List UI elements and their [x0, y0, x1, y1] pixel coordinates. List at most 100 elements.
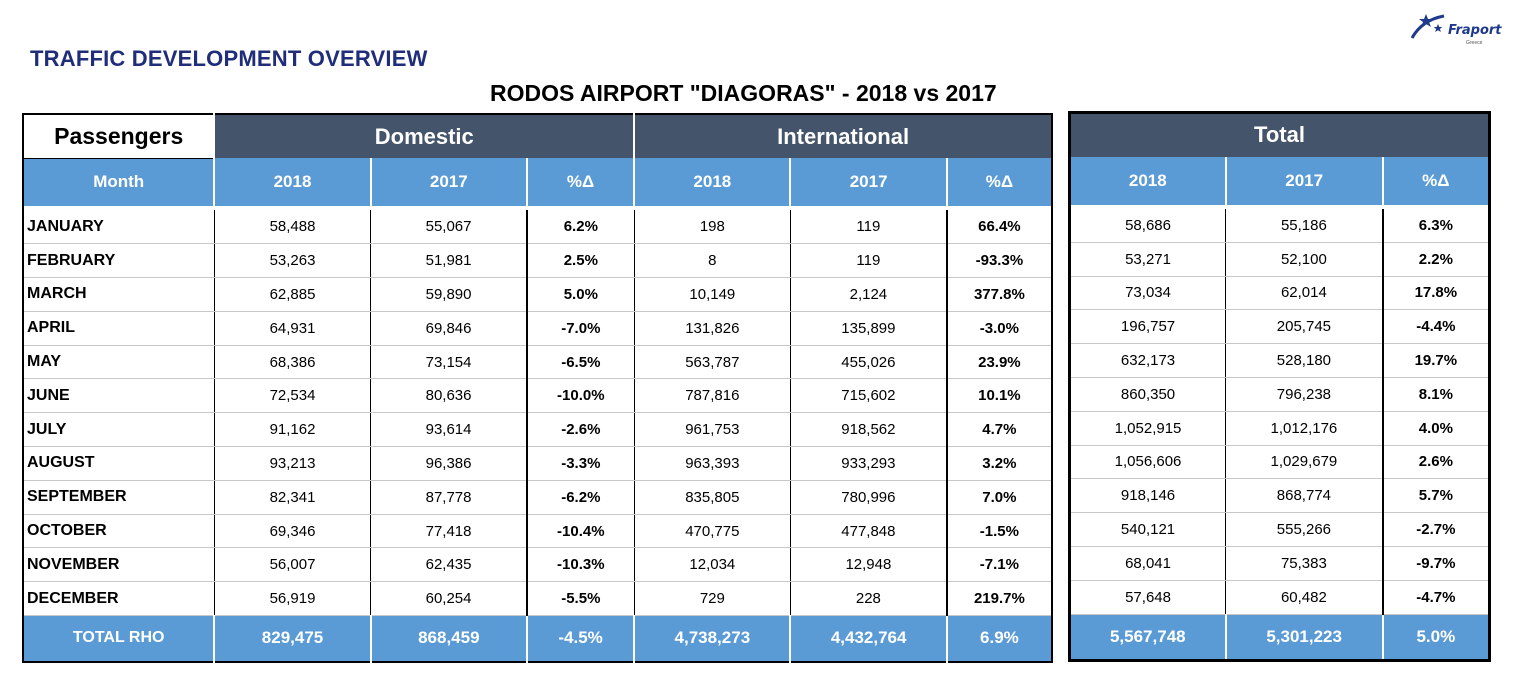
total-2018-cell: 58,686	[1069, 208, 1226, 243]
international-2017-cell: 715,602	[789, 378, 947, 414]
domestic-pct-cell: -3.3%	[525, 446, 635, 481]
total-2018-header: 2018	[1069, 156, 1226, 205]
total-pct-cell: 8.1%	[1381, 377, 1490, 412]
table-row: SEPTEMBER 82,341 87,778 -6.2% 835,805 780,996…	[23, 480, 1052, 515]
international-2017-cell: 119	[789, 243, 947, 279]
total-2017-cell: 55,186	[1225, 208, 1383, 243]
domestic-2018-cell: 56,007	[213, 547, 371, 583]
domestic-pct-cell: -5.5%	[525, 581, 635, 617]
international-pct-cell: 219.7%	[945, 581, 1052, 617]
table-row: 1,056,606 1,029,679 2.6%	[1069, 445, 1490, 480]
domestic-pct-cell: 5.0%	[525, 277, 635, 312]
domestic-2018-cell: 91,162	[213, 412, 371, 448]
table-row: 540,121 555,266 -2.7%	[1069, 512, 1490, 547]
international-2018-cell: 787,816	[633, 378, 791, 414]
international-pct-cell: 3.2%	[945, 446, 1052, 481]
month-label: NOVEMBER	[23, 547, 215, 583]
domestic-2017-cell: 59,890	[370, 277, 527, 312]
international-2018-cell: 470,775	[633, 514, 791, 549]
international-pct-cell: -1.5%	[945, 514, 1052, 549]
header-gap	[1069, 204, 1490, 209]
total-2018-cell: 196,757	[1069, 309, 1226, 345]
total-2017-cell: 555,266	[1225, 512, 1383, 547]
total-2017-cell: 205,745	[1225, 309, 1383, 345]
total-pct-cell: -2.7%	[1381, 512, 1490, 547]
international-2017-header: 2017	[789, 158, 947, 206]
total-pct-cell: 2.2%	[1381, 242, 1490, 277]
international-2018-cell: 8	[633, 243, 791, 279]
table-row: 860,350 796,238 8.1%	[1069, 377, 1490, 412]
domestic-2018-cell: 64,931	[213, 311, 371, 346]
total-international-2017: 4,432,764	[789, 615, 947, 662]
international-2018-cell: 12,034	[633, 547, 791, 583]
domestic-2017-cell: 60,254	[370, 581, 527, 617]
table-row: FEBRUARY 53,263 51,981 2.5% 8 119 -93.3%	[23, 243, 1052, 279]
total-domestic-2018: 829,475	[213, 615, 371, 662]
domestic-2018-cell: 93,213	[213, 446, 371, 481]
international-2017-cell: 228	[789, 581, 947, 617]
total-row-label: TOTAL RHO	[23, 615, 215, 662]
international-pct-cell: 4.7%	[945, 412, 1052, 448]
table-row: JANUARY 58,488 55,067 6.2% 198 119 66.4%	[23, 210, 1052, 245]
domestic-pct-cell: 2.5%	[525, 243, 635, 279]
international-2017-cell: 135,899	[789, 311, 947, 346]
total-2018-cell: 73,034	[1069, 276, 1226, 311]
month-label: MARCH	[23, 277, 215, 312]
total-2018-cell: 53,271	[1069, 242, 1226, 277]
total-2018-cell: 860,350	[1069, 377, 1226, 412]
domestic-pct-cell: -6.5%	[525, 345, 635, 380]
total-international-pct: 6.9%	[945, 615, 1052, 662]
total-2018-cell: 1,056,606	[1069, 445, 1226, 480]
domestic-2017-cell: 51,981	[370, 243, 527, 279]
domestic-pct-cell: 6.2%	[525, 210, 635, 245]
domestic-2018-header: 2018	[213, 158, 371, 206]
month-label: SEPTEMBER	[23, 480, 215, 515]
domestic-2017-header: 2017	[369, 158, 527, 206]
month-label: AUGUST	[23, 446, 215, 481]
international-2018-cell: 198	[633, 210, 791, 245]
table-row: MARCH 62,885 59,890 5.0% 10,149 2,124 377.8%	[23, 277, 1052, 312]
domestic-2018-cell: 69,346	[213, 514, 371, 549]
total-pct-cell: -9.7%	[1381, 546, 1490, 581]
total-2018-cell: 632,173	[1069, 343, 1226, 378]
domestic-2018-cell: 62,885	[213, 277, 371, 312]
table-row: 196,757 205,745 -4.4%	[1069, 309, 1490, 345]
international-2017-cell: 455,026	[789, 345, 947, 380]
domestic-2018-cell: 58,488	[213, 210, 371, 245]
total-domestic-2017: 868,459	[369, 615, 527, 662]
total-pct-cell: -4.7%	[1381, 580, 1490, 615]
international-2017-cell: 918,562	[789, 412, 947, 448]
international-pct-cell: 66.4%	[945, 210, 1052, 245]
total-pct-cell: 4.0%	[1381, 411, 1490, 446]
international-2018-header: 2018	[633, 158, 791, 206]
total-2017-cell: 528,180	[1225, 343, 1383, 378]
total-2017-cell: 1,012,176	[1225, 411, 1383, 446]
table-row: JUNE 72,534 80,636 -10.0% 787,816 715,602 10.1…	[23, 378, 1052, 414]
international-pct-cell: -3.0%	[945, 311, 1052, 346]
international-header: International	[633, 114, 1052, 158]
domestic-pct-cell: -10.0%	[525, 378, 635, 414]
domestic-header: Domestic	[213, 114, 635, 158]
international-2018-cell: 563,787	[633, 345, 791, 380]
domestic-pct-header: %Δ	[525, 158, 635, 206]
domestic-2018-cell: 56,919	[213, 581, 371, 617]
total-pct-cell: -4.4%	[1381, 309, 1490, 345]
month-label: JANUARY	[23, 210, 215, 245]
domestic-2017-cell: 55,067	[370, 210, 527, 245]
international-pct-cell: 23.9%	[945, 345, 1052, 380]
international-pct-cell: 377.8%	[945, 277, 1052, 312]
total-2017-cell: 796,238	[1225, 377, 1383, 412]
month-label: MAY	[23, 345, 215, 380]
table-row: AUGUST 93,213 96,386 -3.3% 963,393 933,293 3.2…	[23, 446, 1052, 481]
table-row: DECEMBER 56,919 60,254 -5.5% 729 228 219.7%	[23, 581, 1052, 617]
month-label: JUNE	[23, 378, 215, 414]
international-2018-cell: 963,393	[633, 446, 791, 481]
international-pct-header: %Δ	[945, 158, 1052, 206]
domestic-2018-cell: 82,341	[213, 480, 371, 515]
international-2017-cell: 780,996	[789, 480, 947, 515]
international-2018-cell: 729	[633, 581, 791, 617]
total-2017-cell: 868,774	[1225, 478, 1383, 514]
logo-wordmark: Fraport	[1448, 23, 1502, 38]
table-row: 68,041 75,383 -9.7%	[1069, 546, 1490, 581]
table-row: 632,173 528,180 19.7%	[1069, 343, 1490, 378]
